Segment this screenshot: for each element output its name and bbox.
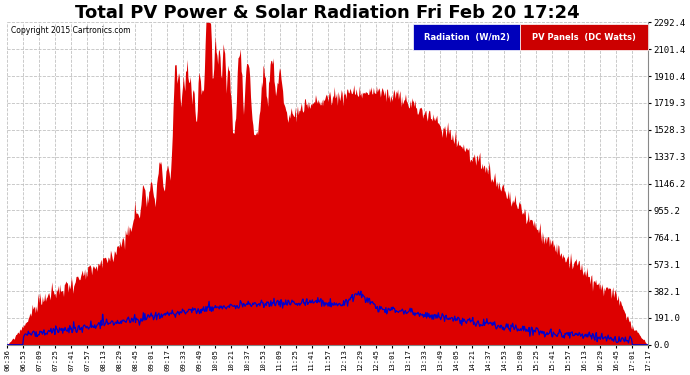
Text: Radiation  (W/m2): Radiation (W/m2) [424, 33, 510, 42]
Text: PV Panels  (DC Watts): PV Panels (DC Watts) [532, 33, 636, 42]
Title: Total PV Power & Solar Radiation Fri Feb 20 17:24: Total PV Power & Solar Radiation Fri Feb… [75, 4, 580, 22]
Text: Copyright 2015 Cartronics.com: Copyright 2015 Cartronics.com [10, 26, 130, 35]
